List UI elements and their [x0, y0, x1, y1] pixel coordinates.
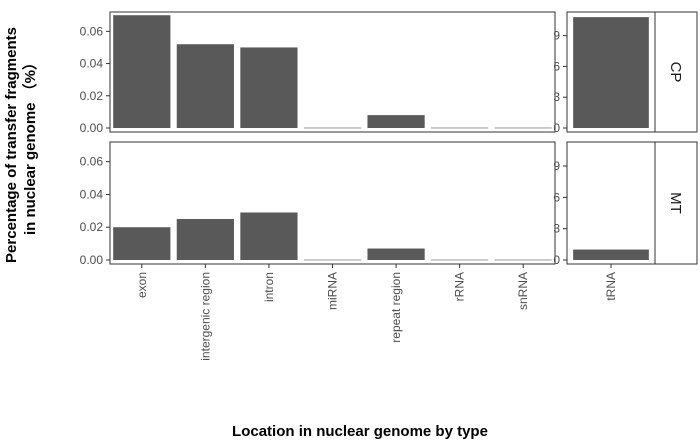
y-tick-label: 6	[553, 190, 560, 204]
x-tick-label-exon: exon	[135, 272, 149, 298]
bar-CP-intergenic-region	[176, 44, 234, 128]
bar-CP-snRNA	[494, 127, 552, 129]
panel-border-right-MT	[566, 141, 656, 265]
facet-strip-MT	[654, 141, 698, 265]
bar-CP-miRNA	[303, 127, 362, 129]
x-tick-label-repeat-region: repeat region	[389, 272, 403, 343]
bar-MT-tRNA	[573, 249, 649, 260]
bar-CP-rRNA	[431, 127, 489, 129]
bar-CP-intron	[240, 47, 298, 128]
y-tick-label: 0.04	[80, 187, 104, 201]
y-tick-label: 0.02	[80, 89, 104, 103]
bar-MT-repeat-region	[367, 248, 425, 260]
plot-layer: 0.00 0.02 0.04 0.06 0 3 6 9 CP 0.00 0.02 0.04 0.06 0 3…	[80, 11, 698, 361]
bar-CP-exon	[113, 15, 171, 129]
x-tick-label-intron: intron	[262, 272, 276, 302]
x-tick-label-tRNA: tRNA	[604, 272, 618, 301]
facet-strip-label: MT	[667, 192, 684, 214]
y-tick-label: 0.02	[80, 220, 104, 234]
y-tick-label: 3	[553, 90, 560, 104]
y-tick-label: 0.00	[80, 121, 104, 135]
facet-strip-label: CP	[667, 62, 684, 83]
y-axis-title-line-2: in nuclear genome （%）	[21, 55, 39, 235]
bar-MT-intron	[240, 212, 298, 260]
y-axis-title-line-1: Percentage of transfer fragments	[3, 27, 20, 263]
x-tick-label-rRNA: rRNA	[453, 272, 467, 301]
y-tick-label: 0.04	[80, 57, 104, 71]
x-axis-title: Location in nuclear genome by type	[232, 423, 488, 440]
y-tick-label: 6	[553, 59, 560, 73]
x-tick-label-miRNA: miRNA	[326, 272, 340, 310]
y-tick-label: 9	[553, 159, 560, 173]
bar-MT-miRNA	[303, 259, 362, 261]
y-tick-label: 0.06	[80, 155, 104, 169]
y-tick-label: 9	[553, 29, 560, 43]
x-tick-label-intergenic-region: intergenic region	[198, 272, 212, 361]
bar-CP-tRNA	[573, 17, 649, 128]
y-tick-label: 3	[553, 222, 560, 236]
bar-CP-repeat-region	[367, 115, 425, 128]
bar-MT-exon	[113, 227, 171, 260]
bar-MT-snRNA	[494, 259, 552, 261]
y-tick-label: 0.00	[80, 253, 104, 267]
y-tick-label: 0	[553, 121, 560, 135]
y-tick-label: 0	[553, 253, 560, 267]
facet-strip-CP	[654, 11, 698, 133]
y-tick-label: 0.06	[80, 24, 104, 38]
bar-MT-rRNA	[431, 259, 489, 261]
bar-MT-intergenic-region	[176, 219, 234, 260]
x-tick-label-snRNA: snRNA	[516, 272, 530, 310]
